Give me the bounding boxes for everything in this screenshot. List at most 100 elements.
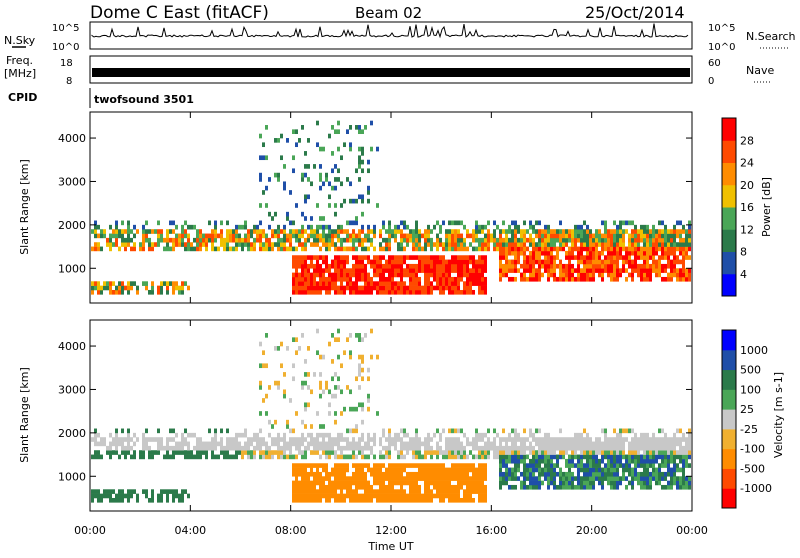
power-cell — [628, 272, 631, 278]
velocity-cell — [418, 467, 421, 473]
velocity-cell — [118, 437, 121, 442]
velocity-cell — [484, 493, 487, 499]
velocity-cell — [571, 458, 574, 464]
velocity-cell — [388, 463, 391, 468]
power-cell — [355, 233, 358, 239]
velocity-cell — [352, 471, 355, 477]
velocity-cell — [154, 437, 157, 442]
velocity-cell — [607, 450, 610, 455]
power-cell — [613, 237, 616, 243]
velocity-cell — [118, 489, 121, 494]
velocity-cell — [229, 437, 232, 442]
power-cell — [325, 289, 328, 295]
velocity-cell — [310, 484, 313, 490]
velocity-cell — [466, 484, 469, 490]
velocity-cell — [412, 480, 415, 486]
power-cell — [604, 233, 607, 239]
power-cell — [517, 229, 520, 234]
power-cell — [295, 263, 298, 269]
power-cell — [373, 263, 376, 269]
power-cell — [334, 233, 337, 239]
power-cell — [415, 229, 418, 234]
velocity-cell — [307, 480, 310, 486]
velocity-cell — [391, 463, 394, 468]
velocity-y-tick-label: 1000 — [58, 470, 86, 483]
power-cell — [145, 220, 148, 226]
velocity-cell — [523, 441, 526, 447]
power-cell — [412, 255, 415, 260]
power-cell — [343, 289, 346, 295]
velocity-cell — [454, 463, 457, 468]
velocity-cell — [301, 441, 304, 447]
velocity-cell — [469, 441, 472, 447]
velocity-cell — [184, 489, 187, 494]
power-cell — [355, 281, 358, 286]
power-cell — [472, 246, 475, 252]
power-cell — [670, 272, 673, 278]
power-cell — [220, 242, 223, 247]
power-cell — [646, 237, 649, 243]
velocity-cell — [304, 493, 307, 499]
power-cell — [340, 229, 343, 234]
velocity-cell — [520, 471, 523, 477]
velocity-cell — [532, 471, 535, 477]
velocity-cell — [91, 437, 94, 442]
power-cell — [676, 272, 679, 278]
power-cell — [415, 224, 418, 230]
velocity-cell — [145, 493, 148, 499]
velocity-cell — [379, 484, 382, 490]
velocity-cell — [676, 454, 679, 460]
power-cell — [388, 242, 391, 247]
power-cell — [373, 272, 376, 278]
power-cell — [574, 233, 577, 239]
power-cell — [637, 229, 640, 234]
power-cell — [652, 263, 655, 269]
power-cell — [484, 263, 487, 269]
velocity-cell — [346, 428, 349, 434]
velocity-cell — [616, 458, 619, 464]
velocity-cell — [376, 497, 379, 503]
velocity-cell — [304, 480, 307, 486]
power-cell — [526, 246, 529, 252]
velocity-cell — [673, 445, 676, 451]
power-cell — [163, 246, 166, 252]
power-cell — [373, 259, 376, 265]
velocity-cell — [535, 476, 538, 481]
power-cell — [568, 272, 571, 278]
power-cell — [556, 276, 559, 282]
power-cell — [562, 237, 565, 243]
power-cell — [451, 289, 454, 295]
velocity-cell — [613, 476, 616, 481]
power-cell — [631, 233, 634, 239]
velocity-cell — [472, 497, 475, 503]
power-cell — [484, 224, 487, 230]
velocity-cell — [325, 463, 328, 468]
power-cell — [286, 211, 289, 217]
power-cell — [367, 289, 370, 295]
velocity-cell — [658, 437, 661, 442]
velocity-cell — [439, 497, 442, 503]
power-cell — [184, 233, 187, 239]
velocity-cell — [580, 476, 583, 481]
velocity-cell — [502, 471, 505, 477]
power-cell — [463, 242, 466, 247]
power-cell — [172, 246, 175, 252]
velocity-cell — [295, 411, 298, 416]
power-cell — [430, 272, 433, 278]
power-cell — [436, 259, 439, 265]
velocity-cell — [664, 432, 667, 438]
power-cell — [274, 242, 277, 247]
power-cell — [184, 281, 187, 286]
power-cell — [646, 263, 649, 269]
power-cell — [322, 276, 325, 282]
power-cell — [325, 177, 328, 182]
power-cell — [505, 268, 508, 273]
power-cell — [601, 272, 604, 278]
power-cell — [670, 250, 673, 256]
power-cell — [295, 237, 298, 243]
power-cell — [160, 289, 163, 295]
power-cell — [400, 242, 403, 247]
velocity-cell — [400, 467, 403, 473]
power-cell — [610, 233, 613, 239]
power-cell — [112, 242, 115, 247]
